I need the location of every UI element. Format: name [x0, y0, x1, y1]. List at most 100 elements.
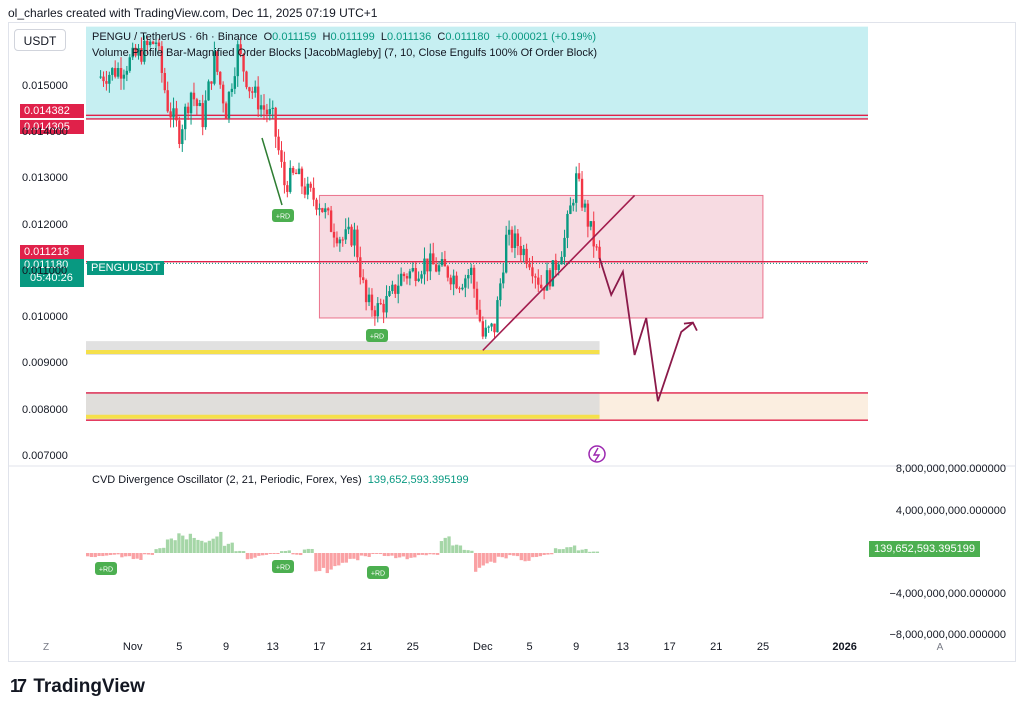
cvd-bar: [508, 553, 512, 556]
cvd-bar: [512, 553, 516, 556]
candle-body: [437, 265, 441, 272]
price-tick-label: 0.009000: [22, 357, 68, 370]
rising-trendline: [482, 194, 636, 351]
cvd-rd-label: +RD: [99, 567, 113, 574]
cvd-bar: [550, 553, 554, 555]
price-tick-label: 0.012000: [22, 218, 68, 231]
cvd-bar: [314, 553, 318, 572]
last-price: 0.011180: [24, 259, 69, 271]
cvd-bar: [561, 549, 565, 553]
candle-body: [227, 91, 231, 119]
cvd-bar: [474, 553, 478, 572]
cvd-bar: [150, 553, 154, 555]
candle-body: [525, 248, 528, 264]
candle-body: [338, 239, 342, 244]
cvd-bar: [523, 553, 527, 562]
zones-layer: [86, 26, 868, 421]
candle-body: [522, 248, 525, 256]
zoom-reset-button[interactable]: Z: [42, 642, 50, 653]
candle-body: [434, 264, 438, 272]
cvd-legend: CVD Divergence Oscillator (2, 21, Period…: [92, 474, 469, 486]
cvd-bar: [108, 553, 113, 556]
candle-body: [172, 108, 175, 118]
cvd-bar: [143, 553, 147, 555]
candle-body: [259, 105, 263, 110]
cvd-bar: [249, 553, 253, 559]
candle-body: [364, 280, 368, 303]
cvd-bar: [192, 537, 196, 553]
candle-body: [598, 246, 601, 259]
cvd-bar: [538, 553, 542, 557]
time-tick-label: 21: [710, 641, 723, 653]
cvd-bar: [409, 553, 413, 558]
cvd-bar: [378, 553, 383, 555]
cvd-bar: [382, 553, 387, 556]
cvd-bar: [299, 553, 303, 556]
cvd-bar: [215, 536, 219, 553]
time-tick-label: Dec: [473, 641, 493, 653]
candle-body: [210, 81, 213, 84]
cvd-bar: [420, 553, 425, 555]
cvd-tick-label: 8,000,000,000.000000: [895, 463, 1006, 475]
candle-body: [154, 42, 158, 44]
cvd-bar: [196, 539, 200, 553]
cvd-tick-label: 4,000,000,000.000000: [895, 504, 1006, 517]
candle-body: [595, 246, 598, 248]
cvd-bar: [241, 551, 246, 553]
candle-body: [560, 256, 563, 265]
cvd-bar: [238, 550, 242, 553]
rd-badge-0: [272, 209, 294, 222]
currency-button[interactable]: USDT: [14, 29, 66, 51]
cvd-tick-label: −4,000,000,000.000000: [889, 587, 1006, 600]
cvd-bar: [268, 553, 272, 554]
candle-body: [557, 264, 560, 270]
time-tick-label: 5: [526, 641, 533, 653]
zone-1: [318, 194, 764, 319]
candle-body: [309, 183, 312, 188]
candle-body: [367, 294, 371, 303]
cvd-bar: [154, 549, 158, 553]
candle-body: [548, 270, 552, 287]
cvd-bar: [595, 551, 600, 553]
high-label: H: [322, 31, 331, 43]
candle-body: [464, 278, 467, 288]
candle-body: [289, 167, 292, 192]
candle-body: [563, 237, 566, 257]
cvd-bar: [127, 553, 132, 557]
candle-body: [580, 178, 584, 208]
candle-body: [417, 278, 420, 281]
candle-body: [236, 44, 239, 77]
cvd-bar: [321, 553, 326, 568]
candle-body: [408, 271, 412, 279]
candle-body: [219, 71, 222, 85]
cvd-bar: [531, 553, 535, 558]
candle-body: [128, 57, 131, 71]
cvd-bar: [146, 553, 151, 555]
candle-body: [475, 288, 479, 310]
cvd-bar: [447, 536, 451, 553]
time-tick-label: 25: [756, 641, 770, 653]
tradingview-brand: TradingView: [33, 676, 145, 697]
time-tick-label: 2026: [832, 641, 857, 653]
auto-scale-button[interactable]: A: [936, 642, 944, 653]
time-tick-label: 17: [313, 641, 326, 653]
cvd-bar: [546, 553, 550, 555]
cvd-bar: [230, 542, 234, 553]
candle-body: [105, 81, 108, 84]
candle-body: [554, 260, 557, 270]
cvd-bar: [435, 553, 440, 555]
candle-body: [537, 277, 540, 285]
candle-body: [131, 47, 134, 58]
tradingview-logo[interactable]: 17 TradingView: [10, 676, 145, 698]
close-label: C: [437, 31, 446, 43]
price-tag-last: 0.011180 05:40:26: [20, 259, 84, 287]
candle-body: [426, 258, 429, 272]
candle-body: [178, 120, 181, 145]
candle-body: [592, 221, 595, 247]
cvd-bar: [375, 553, 379, 554]
cvd-bar: [97, 553, 101, 557]
cvd-bar: [173, 540, 177, 553]
candle-body: [268, 109, 272, 115]
candle-body: [484, 327, 487, 337]
